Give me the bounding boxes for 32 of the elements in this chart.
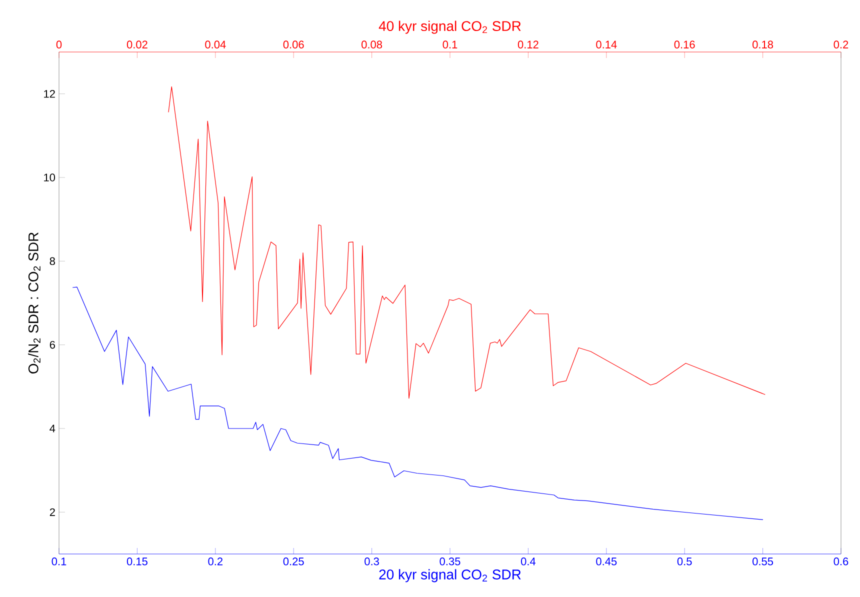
x-tick-label: 0.15 — [126, 558, 148, 566]
y-tick-label: 12 — [44, 90, 55, 98]
x2-tick-label: 0.2 — [834, 40, 848, 48]
x-axis-title: 20 kyr signal CO$_{2}$ SDR — [379, 569, 521, 582]
x2-tick-label: 0.16 — [674, 40, 695, 48]
x2-tick-label: 0.12 — [518, 40, 538, 48]
x-tick-label: 0.4 — [520, 558, 536, 566]
y-tick-label: 10 — [44, 174, 56, 182]
y-axis-title: O$_{2}$/N$_{2}$ SDR : CO$_{2}$ SDR — [28, 232, 40, 374]
x2-tick-label: 0.04 — [205, 40, 226, 48]
x-tick-label: 0.55 — [752, 558, 774, 566]
x2-tick-label: 0 — [56, 40, 62, 48]
x2-tick-label: 0.18 — [752, 40, 774, 48]
y-tick-label: 8 — [50, 257, 55, 266]
x2-tick-label: 0.14 — [596, 40, 617, 48]
x-tick-label: 0.2 — [208, 558, 222, 566]
y-tick-label: 4 — [50, 424, 56, 432]
y-tick-label: 6 — [50, 340, 55, 349]
x2-tick-label: 0.1 — [442, 40, 458, 48]
x-tick-label: 0.3 — [364, 558, 379, 566]
x2-tick-label: 0.08 — [362, 40, 382, 48]
y-tick-label: 2 — [50, 508, 55, 516]
x-tick-label: 0.45 — [596, 558, 617, 566]
x2-tick-label: 0.02 — [126, 40, 148, 48]
x-tick-label: 0.5 — [677, 558, 692, 566]
x-tick-label: 0.6 — [834, 558, 848, 566]
x-tick-label: 0.1 — [52, 558, 66, 566]
x2-tick-label: 0.06 — [283, 40, 304, 48]
line-series — [72, 286, 764, 520]
x-tick-label: 0.35 — [440, 558, 460, 566]
x-tick-label: 0.25 — [283, 558, 304, 566]
x2-axis-title: 40 kyr signal CO$_{2}$ SDR — [378, 20, 521, 34]
